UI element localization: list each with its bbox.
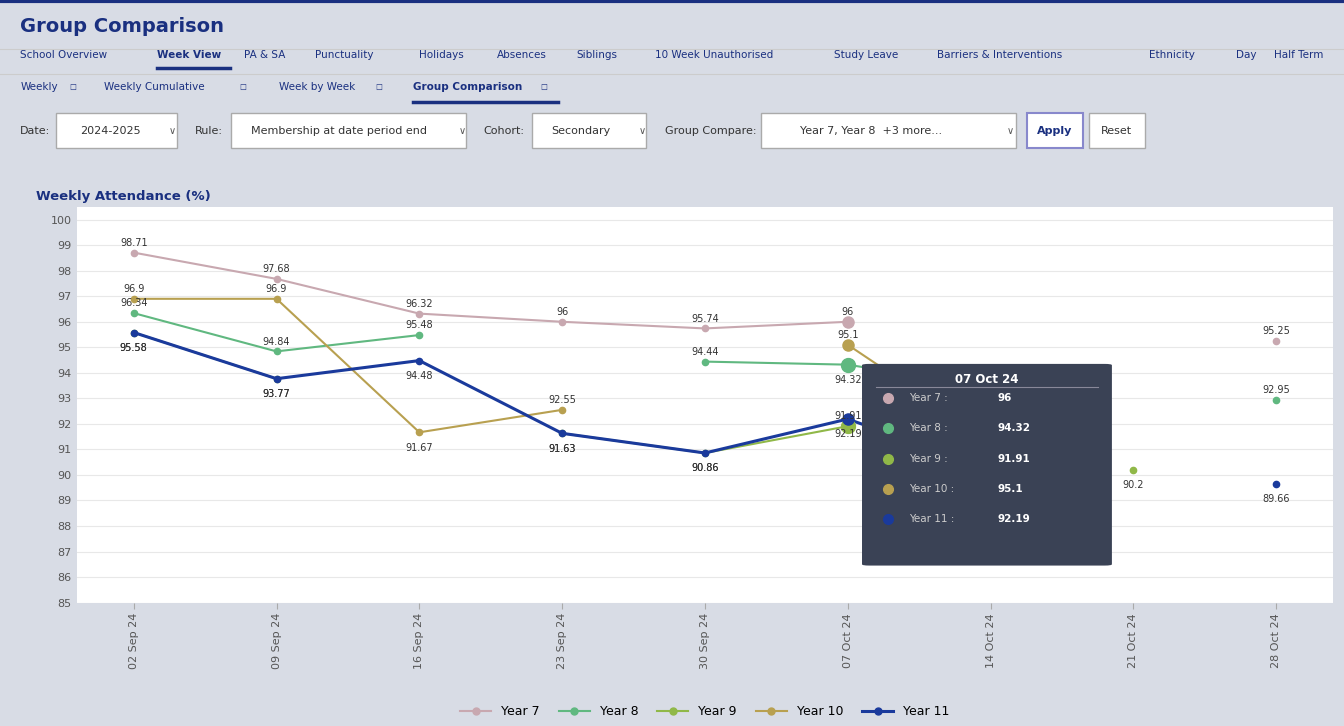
- Text: Group Comparison: Group Comparison: [20, 17, 224, 36]
- Text: 91.63: 91.63: [548, 444, 575, 454]
- FancyBboxPatch shape: [231, 113, 466, 148]
- Text: Reset: Reset: [1101, 126, 1133, 136]
- Text: 94.44: 94.44: [691, 347, 719, 357]
- Text: ∨: ∨: [638, 126, 646, 136]
- FancyBboxPatch shape: [1089, 113, 1145, 148]
- Text: 92.19: 92.19: [997, 514, 1031, 524]
- Legend: Year 7, Year 8, Year 9, Year 10, Year 11: Year 7, Year 8, Year 9, Year 10, Year 11: [456, 700, 954, 723]
- Text: 90.86: 90.86: [691, 463, 719, 473]
- Text: Week View: Week View: [157, 50, 222, 60]
- Text: Year 9 :: Year 9 :: [909, 454, 952, 464]
- Text: Group Comparison: Group Comparison: [413, 82, 521, 92]
- Text: School Overview: School Overview: [20, 50, 108, 60]
- Text: 89.66: 89.66: [1262, 494, 1290, 504]
- Text: 96: 96: [556, 307, 569, 317]
- Text: 96: 96: [997, 393, 1012, 404]
- Text: 93.77: 93.77: [262, 389, 290, 399]
- Text: Secondary: Secondary: [551, 126, 610, 136]
- Text: ☐: ☐: [239, 83, 246, 92]
- Text: Rule:: Rule:: [195, 126, 223, 136]
- Text: 92.55: 92.55: [548, 395, 577, 405]
- Text: Siblings: Siblings: [577, 50, 617, 60]
- Text: Year 7 :: Year 7 :: [909, 393, 952, 404]
- Text: 96.34: 96.34: [120, 298, 148, 309]
- Text: 91.91: 91.91: [997, 454, 1031, 464]
- Text: 90.2: 90.2: [1122, 480, 1144, 490]
- FancyBboxPatch shape: [532, 113, 646, 148]
- Text: 91.63: 91.63: [548, 444, 575, 454]
- FancyBboxPatch shape: [1027, 113, 1083, 148]
- Text: 95.58: 95.58: [120, 343, 148, 353]
- Text: 96.9: 96.9: [266, 284, 288, 294]
- Text: ∨: ∨: [1007, 126, 1015, 136]
- Text: 96.9: 96.9: [124, 284, 144, 294]
- Text: ☐: ☐: [540, 83, 547, 92]
- Text: 94.32: 94.32: [997, 423, 1031, 433]
- Text: 98.71: 98.71: [120, 238, 148, 248]
- Text: Day: Day: [1236, 50, 1257, 60]
- Text: 95.48: 95.48: [406, 320, 433, 330]
- Text: 91.35: 91.35: [977, 425, 1004, 436]
- Text: ∨: ∨: [168, 126, 176, 136]
- Text: ∨: ∨: [458, 126, 466, 136]
- Text: Year 8 :: Year 8 :: [909, 423, 952, 433]
- Text: Membership at date period end: Membership at date period end: [251, 126, 426, 136]
- Text: Year 10 :: Year 10 :: [909, 484, 958, 494]
- FancyBboxPatch shape: [761, 113, 1016, 148]
- Text: Weekly Cumulative: Weekly Cumulative: [103, 82, 204, 92]
- Text: Punctuality: Punctuality: [314, 50, 374, 60]
- Text: Weekly Attendance (%): Weekly Attendance (%): [36, 189, 211, 203]
- Text: 95.1: 95.1: [837, 330, 859, 340]
- Text: 96.32: 96.32: [406, 299, 433, 309]
- Text: 92.95: 92.95: [1262, 385, 1290, 395]
- Text: Holidays: Holidays: [418, 50, 464, 60]
- Text: 2024-2025: 2024-2025: [79, 126, 141, 136]
- Text: Ethnicity: Ethnicity: [1149, 50, 1195, 60]
- Text: 93.42: 93.42: [977, 373, 1004, 383]
- Text: Weekly: Weekly: [20, 82, 58, 92]
- Text: Date:: Date:: [20, 126, 51, 136]
- Text: Apply: Apply: [1038, 126, 1073, 136]
- FancyBboxPatch shape: [56, 113, 177, 148]
- Text: Study Leave: Study Leave: [833, 50, 898, 60]
- Text: Half Term: Half Term: [1274, 50, 1322, 60]
- Text: 10 Week Unauthorised: 10 Week Unauthorised: [655, 50, 773, 60]
- Text: 95.25: 95.25: [1262, 326, 1290, 336]
- Text: ☐: ☐: [375, 83, 382, 92]
- Text: 94.84: 94.84: [263, 337, 290, 347]
- Text: 94.48: 94.48: [406, 371, 433, 381]
- Text: 93.77: 93.77: [262, 389, 290, 399]
- Text: 91.67: 91.67: [406, 443, 433, 452]
- Text: 90.2: 90.2: [980, 480, 1001, 490]
- Text: 96: 96: [841, 307, 853, 317]
- FancyBboxPatch shape: [862, 364, 1111, 566]
- Text: 95.1: 95.1: [997, 484, 1023, 494]
- Text: PA & SA: PA & SA: [245, 50, 286, 60]
- Text: 91.91: 91.91: [835, 412, 862, 422]
- Text: Group Compare:: Group Compare:: [665, 126, 757, 136]
- Text: Absences: Absences: [497, 50, 547, 60]
- Text: Week by Week: Week by Week: [280, 82, 355, 92]
- Text: 95.74: 95.74: [691, 314, 719, 324]
- Text: Year 11 :: Year 11 :: [909, 514, 958, 524]
- Text: ☐: ☐: [70, 83, 77, 92]
- Text: 94.32: 94.32: [833, 375, 862, 385]
- Text: Cohort:: Cohort:: [484, 126, 526, 136]
- Text: 95.58: 95.58: [120, 343, 148, 353]
- Text: Barriers & Interventions: Barriers & Interventions: [937, 50, 1063, 60]
- Text: 90.86: 90.86: [691, 463, 719, 473]
- Text: Year 7, Year 8  +3 more...: Year 7, Year 8 +3 more...: [800, 126, 942, 136]
- Text: 92.19: 92.19: [833, 429, 862, 439]
- Text: 97.68: 97.68: [262, 264, 290, 274]
- Text: 07 Oct 24: 07 Oct 24: [956, 373, 1019, 386]
